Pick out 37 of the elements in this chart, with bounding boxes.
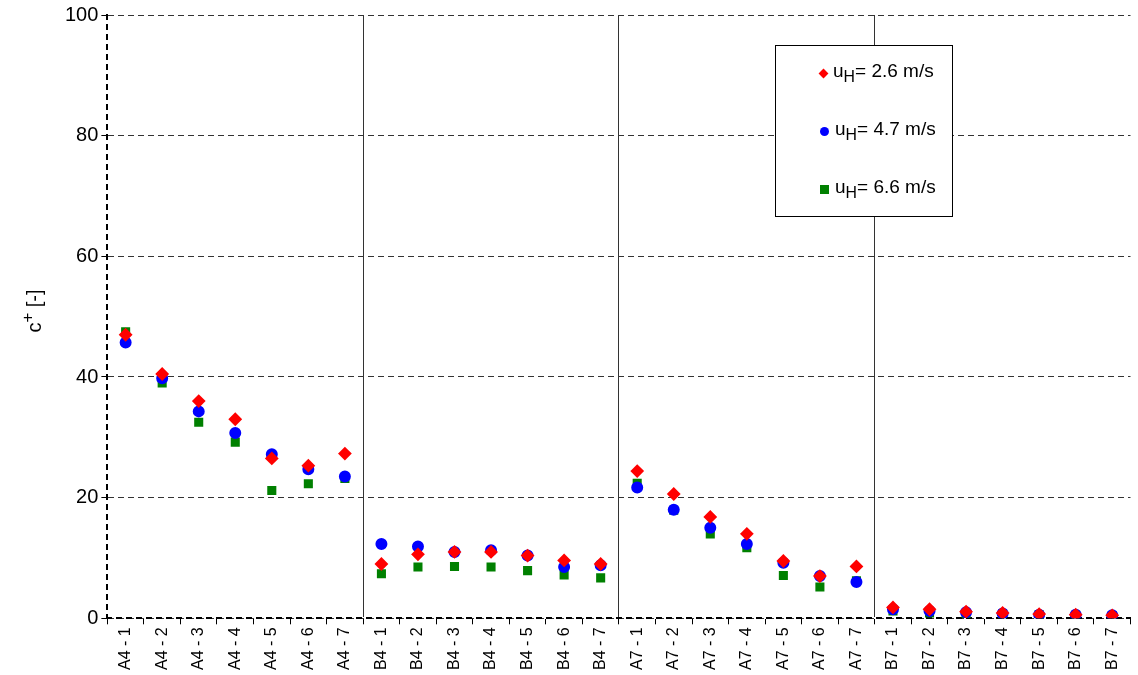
- y-tick-label: 0: [87, 605, 99, 628]
- x-tick-label: B4 - 1: [371, 627, 389, 670]
- legend-label: u$_{H}$= 4.7 m/s: [835, 118, 936, 144]
- x-tick-label: B4 - 4: [481, 627, 499, 670]
- x-tick-label: B7 - 5: [1029, 627, 1047, 670]
- legend-label: u$_{H}$= 2.6 m/s: [833, 60, 934, 86]
- x-tick-label: B7 - 6: [1066, 627, 1084, 670]
- x-tick-label: B7 - 7: [1102, 627, 1120, 670]
- x-tick-label: A7 - 2: [664, 627, 682, 670]
- x-tick-label: B7 - 2: [919, 627, 937, 670]
- x-tick-label: B4 - 5: [517, 627, 535, 670]
- y-tick-label: 100: [64, 2, 99, 25]
- x-tick-label: A4 - 7: [335, 627, 353, 670]
- legend-label: u$_{H}$= 6.6 m/s: [835, 176, 936, 202]
- x-tick-label: B4 - 3: [444, 627, 462, 670]
- x-tick-label: A4 - 4: [225, 627, 243, 670]
- x-tick-label: A4 - 3: [189, 627, 207, 670]
- y-tick-label: 60: [76, 243, 99, 266]
- x-tick-label: A7 - 4: [737, 627, 755, 670]
- x-tick-label: B7 - 3: [956, 627, 974, 670]
- x-tick-label: A4 - 2: [152, 627, 170, 670]
- y-tick-label: 40: [76, 364, 99, 387]
- x-tick-label: A7 - 1: [627, 627, 645, 670]
- x-tick-label: A7 - 7: [846, 627, 864, 670]
- x-tick-label: A4 - 1: [116, 627, 134, 670]
- y-tick-label: 20: [76, 485, 99, 508]
- x-tick-label: A7 - 6: [810, 627, 828, 670]
- x-tick-label: A4 - 6: [298, 627, 316, 670]
- x-tick-label: B4 - 7: [591, 627, 609, 670]
- x-tick-label: B7 - 4: [993, 627, 1011, 670]
- x-tick-label: B7 - 1: [883, 627, 901, 670]
- x-tick-label: B4 - 6: [554, 627, 572, 670]
- x-tick-label: B4 - 2: [408, 627, 426, 670]
- x-tick-label: A7 - 3: [700, 627, 718, 670]
- y-tick-label: 80: [76, 123, 99, 146]
- x-tick-label: A4 - 5: [262, 627, 280, 670]
- x-tick-label: A7 - 5: [773, 627, 791, 670]
